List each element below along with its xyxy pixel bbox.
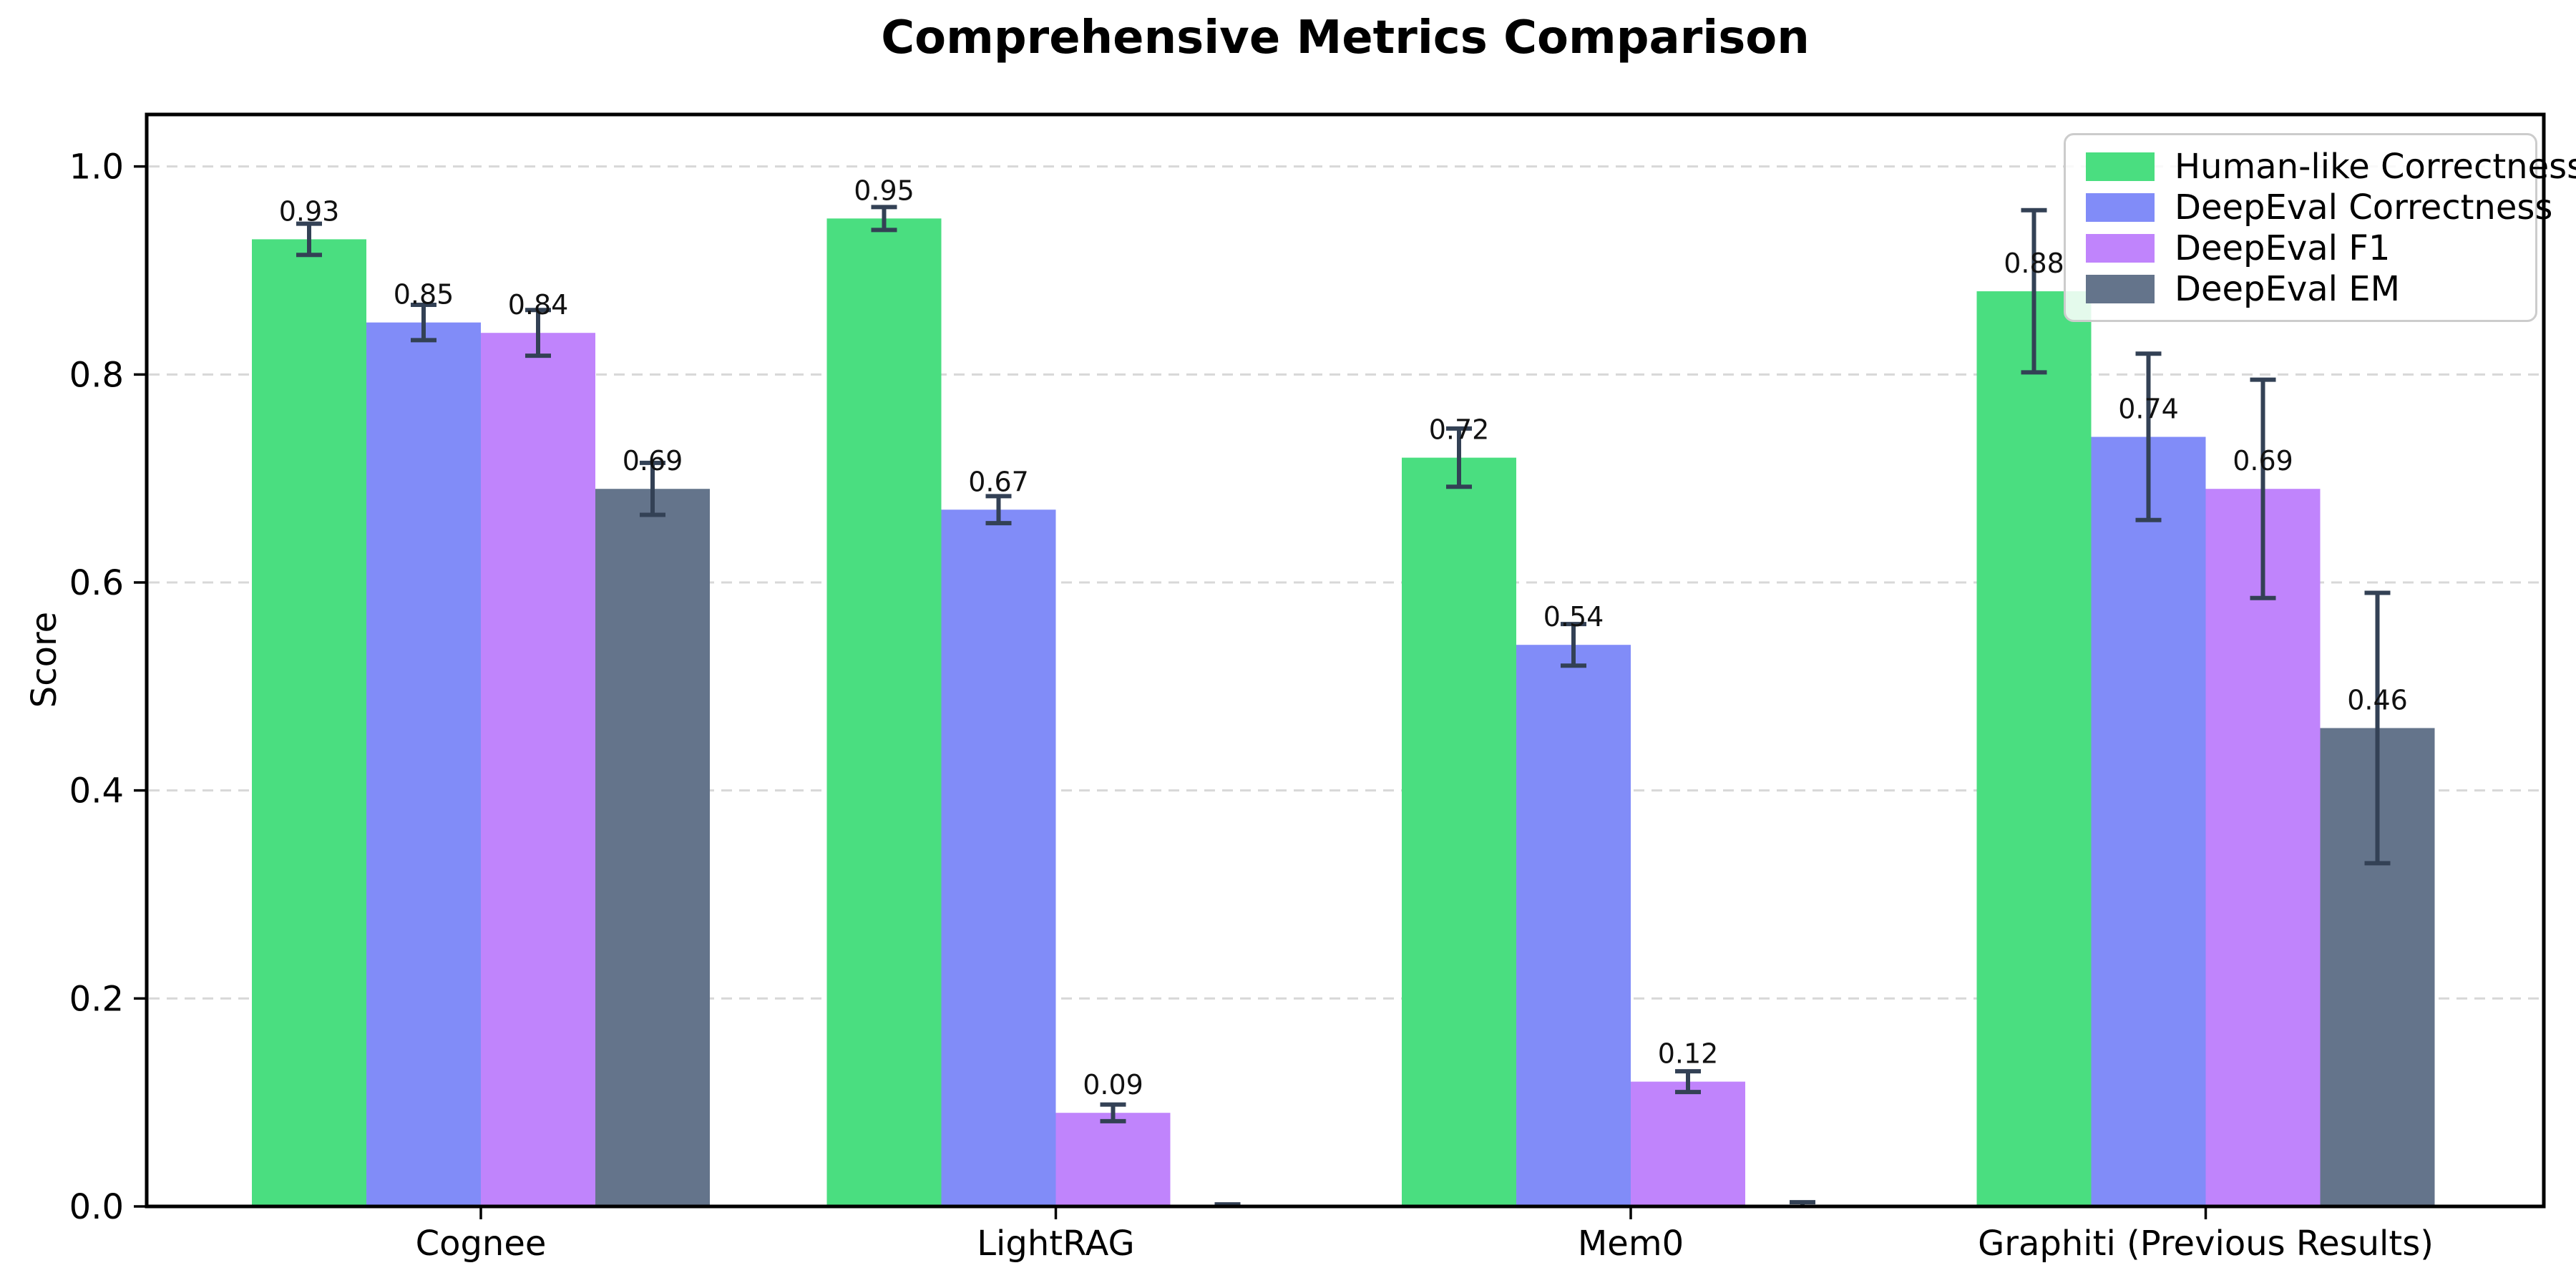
bar-human-like-correctness-lightrag xyxy=(826,218,942,1206)
x-tick-label-graphiti-previous-results: Graphiti (Previous Results) xyxy=(1978,1224,2434,1264)
bar-deepeval-f1-lightrag xyxy=(1055,1113,1171,1206)
bars xyxy=(252,218,2435,1207)
legend-item-deepeval-f1: DeepEval F1 xyxy=(2086,231,2515,265)
error-bars xyxy=(296,205,2391,1207)
legend-label: DeepEval Correctness xyxy=(2175,187,2553,228)
bar-value-label: 0.84 xyxy=(508,289,569,321)
y-tick-label: 0.8 xyxy=(69,355,124,395)
bar-human-like-correctness-graphiti-previous-results xyxy=(1976,291,2092,1207)
bar-deepeval-f1-cognee xyxy=(481,333,595,1207)
bar-value-label: 0.74 xyxy=(2118,394,2179,425)
y-tick-label: 0.2 xyxy=(69,979,124,1019)
legend-item-deepeval-correctness: DeepEval Correctness xyxy=(2086,190,2552,225)
legend-item-human-like-correctness: Human-like Correctness xyxy=(2086,150,2576,184)
bar-value-label: 0.93 xyxy=(279,195,340,227)
bar-value-label: 0.88 xyxy=(2004,248,2064,279)
x-tick-label-mem0: Mem0 xyxy=(1578,1224,1684,1264)
bar-value-label: 0.12 xyxy=(1658,1038,1719,1070)
legend: Human-like Correctness DeepEval Correctne… xyxy=(2064,133,2576,322)
y-tick-label: 0.0 xyxy=(69,1187,124,1227)
axis-ticks: 0.0 0.2 0.4 0.6 0.8 1.0 Cognee LightRAG Mem0 Grap… xyxy=(69,147,2434,1264)
bar-value-label: 0.46 xyxy=(2347,684,2408,716)
bar-deepeval-f1-graphiti-previous-results xyxy=(2205,489,2321,1206)
legend-swatch xyxy=(2086,274,2155,303)
legend-swatch xyxy=(2086,152,2155,181)
bar-deepeval-correctness-mem0 xyxy=(1516,645,1631,1206)
bar-value-label: 0.54 xyxy=(1543,601,1604,633)
bar-deepeval-f1-mem0 xyxy=(1631,1081,1745,1206)
bar-value-label: 0.69 xyxy=(623,445,683,477)
axes-frame xyxy=(145,112,2546,1209)
legend-swatch xyxy=(2086,192,2155,222)
bar-value-label: 0.09 xyxy=(1083,1069,1143,1101)
y-tick-label: 0.6 xyxy=(69,563,124,603)
bar-value-label: 0.67 xyxy=(968,466,1029,497)
value-labels: 0.93 0.95 0.72 0.88 0.85 0.67 0.54 0.74 0.84 0.09… xyxy=(279,175,2408,1101)
y-tick-label: 0.4 xyxy=(69,771,124,811)
x-tick-label-lightrag: LightRAG xyxy=(977,1224,1134,1264)
bar-value-label: 0.95 xyxy=(854,175,914,206)
bar-value-label: 0.85 xyxy=(394,279,454,311)
bar-deepeval-em-cognee xyxy=(595,489,710,1206)
legend-item-deepeval-em: DeepEval EM xyxy=(2086,272,2515,306)
chart-title: Comprehensive Metrics Comparison xyxy=(881,11,1810,64)
bar-deepeval-correctness-graphiti-previous-results xyxy=(2091,436,2206,1206)
bar-deepeval-correctness-lightrag xyxy=(941,509,1056,1206)
bar-human-like-correctness-cognee xyxy=(252,239,366,1206)
legend-label: DeepEval EM xyxy=(2175,268,2400,309)
bar-deepeval-correctness-cognee xyxy=(366,322,481,1207)
bar-value-label: 0.72 xyxy=(1429,414,1490,446)
bar-value-label: 0.69 xyxy=(2233,445,2293,477)
bar-human-like-correctness-mem0 xyxy=(1402,457,1516,1206)
y-tick-label: 1.0 xyxy=(69,147,124,187)
x-tick-label-cognee: Cognee xyxy=(416,1224,547,1264)
legend-label: Human-like Correctness xyxy=(2175,146,2576,187)
y-axis-label: Score xyxy=(24,611,64,708)
legend-label: DeepEval F1 xyxy=(2175,228,2391,268)
legend-swatch xyxy=(2086,233,2155,263)
